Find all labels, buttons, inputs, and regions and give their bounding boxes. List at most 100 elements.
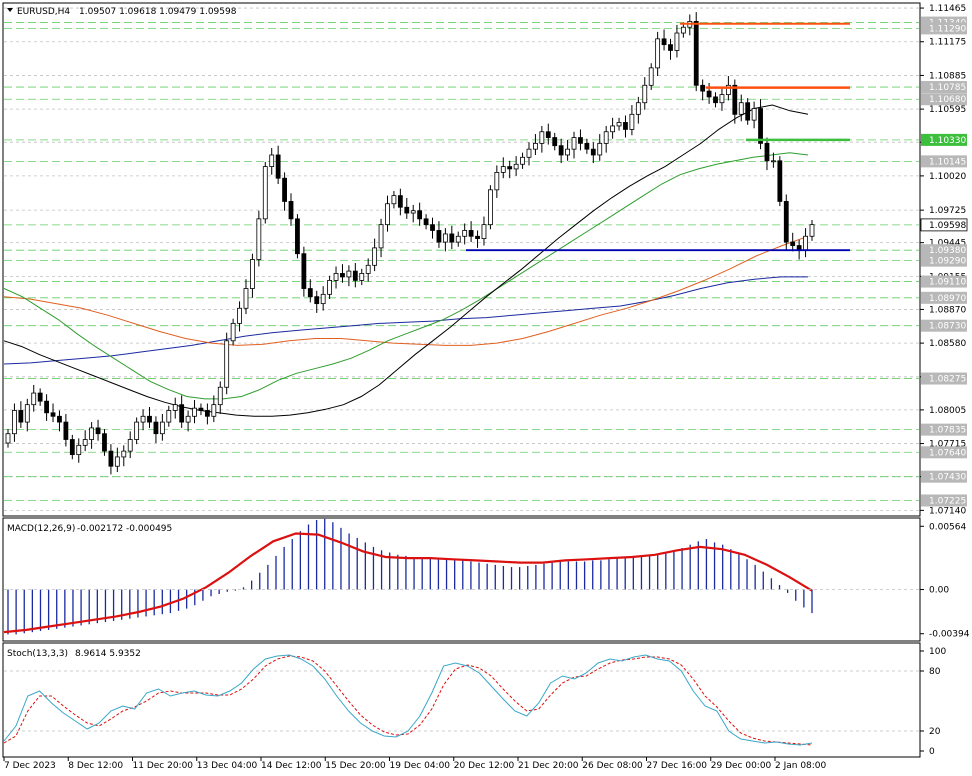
level-label: 1.10330 [929,136,966,146]
candle-body [436,230,442,243]
candle-body [108,450,114,467]
level-label: 1.09110 [929,278,966,288]
candle-body [307,288,313,298]
macd-histogram [7,518,813,635]
candle-body [340,273,345,278]
candle-body [668,44,673,51]
time-tick-label: 26 Dec 08:00 [582,761,643,771]
candle-body [359,273,365,281]
candle-body [95,427,101,435]
price-tick-label: 1.11175 [929,38,966,48]
stoch-values: 8.9614 5.9352 [75,649,141,659]
candle-body [153,421,159,435]
stoch-lines [3,654,813,746]
macd-panel: 0.00564 0.00 -0.00394 MACD(12,26,9) -0.002… [2,517,970,642]
sma-blue-line [3,276,808,365]
price-tick-label: 1.08870 [929,305,966,315]
macd-values: -0.002172 -0.000495 [77,524,172,534]
candle-body [680,26,686,34]
level-label-box [921,494,967,507]
macd-tick-label: -0.00394 [929,630,970,640]
level-label-box [921,470,967,483]
candle-body [269,154,275,167]
candle-body [565,148,570,156]
price-tick-label: 1.10020 [929,172,966,182]
candle-body [616,122,622,127]
time-tick-label: 21 Dec 20:00 [518,761,579,771]
candle-body [102,433,107,452]
price-tick-label: 1.07140 [929,506,966,516]
stoch-main-line [3,654,813,746]
candle-body [243,288,249,309]
macd-tick-label: 0.00564 [929,522,966,532]
candle-body [449,233,455,243]
candle-body [623,122,628,130]
level-label: 1.09380 [929,246,966,256]
price-grid [4,7,919,511]
candle-body [404,206,410,214]
stoch-tick-label: 80 [929,667,941,677]
collapse-triangle-icon[interactable] [7,8,13,12]
candle-body [24,404,30,423]
candle-body [69,439,75,456]
symbol-label: EURUSD,H4 [17,7,70,17]
candle-body [783,201,789,243]
candle-body [571,137,577,150]
candle-body [410,210,416,214]
candle-body [288,201,294,220]
candle-body [378,224,384,249]
candle-body [481,224,487,239]
level-label: 1.09290 [929,257,966,267]
candle-body [256,218,262,260]
candle-body [211,404,217,417]
candle-body [12,410,17,435]
time-tick-label: 29 Dec 00:00 [711,761,772,771]
candle-body [693,21,699,86]
candle-body [179,404,185,423]
candle-body [725,84,731,95]
level-label-box [921,319,967,332]
candle-body [545,131,551,138]
price-tick-label: 1.09445 [929,239,966,249]
candle-body [520,156,525,165]
candle-body [674,32,680,51]
candle-body [648,67,654,86]
price-tick-label: 1.10885 [929,71,966,81]
candle-body [50,412,56,417]
macd-tick-label: 0.00 [929,586,949,596]
candle-body [738,102,744,115]
candle-body [185,415,191,423]
candle-body [745,102,751,121]
level-label-box [921,155,967,168]
level-label: 1.10785 [929,83,966,93]
level-label: 1.10680 [929,95,966,105]
price-tick-label: 1.08580 [929,339,966,349]
level-lines [4,22,919,501]
candle-body [642,84,648,104]
candle-body [610,125,616,133]
candle-body [275,154,281,179]
stoch-title: Stoch(13,3,3) [7,649,68,659]
candle-body [713,96,718,104]
level-label: 1.08730 [929,322,966,332]
time-tick-label: 14 Dec 12:00 [261,761,322,771]
stoch-panel-border [2,642,921,758]
time-tick-label: 8 Dec 12:00 [68,761,123,771]
candle-body [159,421,165,435]
candle-body [333,273,339,281]
price-tick-label: 1.09725 [929,206,966,216]
candle-body [764,142,770,162]
level-label-box [921,254,967,267]
time-tick-label: 19 Dec 04:00 [390,761,451,771]
candle-body [629,113,635,130]
candle-body [82,439,88,446]
candle-body [578,137,583,144]
candle-body [314,296,320,305]
candle-body [327,280,333,295]
candle-body [777,160,783,202]
stoch-axis: 100 80 20 0 [920,647,946,757]
candle-body [655,38,661,69]
price-tick-label: 1.08005 [929,406,966,416]
level-label-box [921,133,967,146]
candle-body [57,415,62,423]
